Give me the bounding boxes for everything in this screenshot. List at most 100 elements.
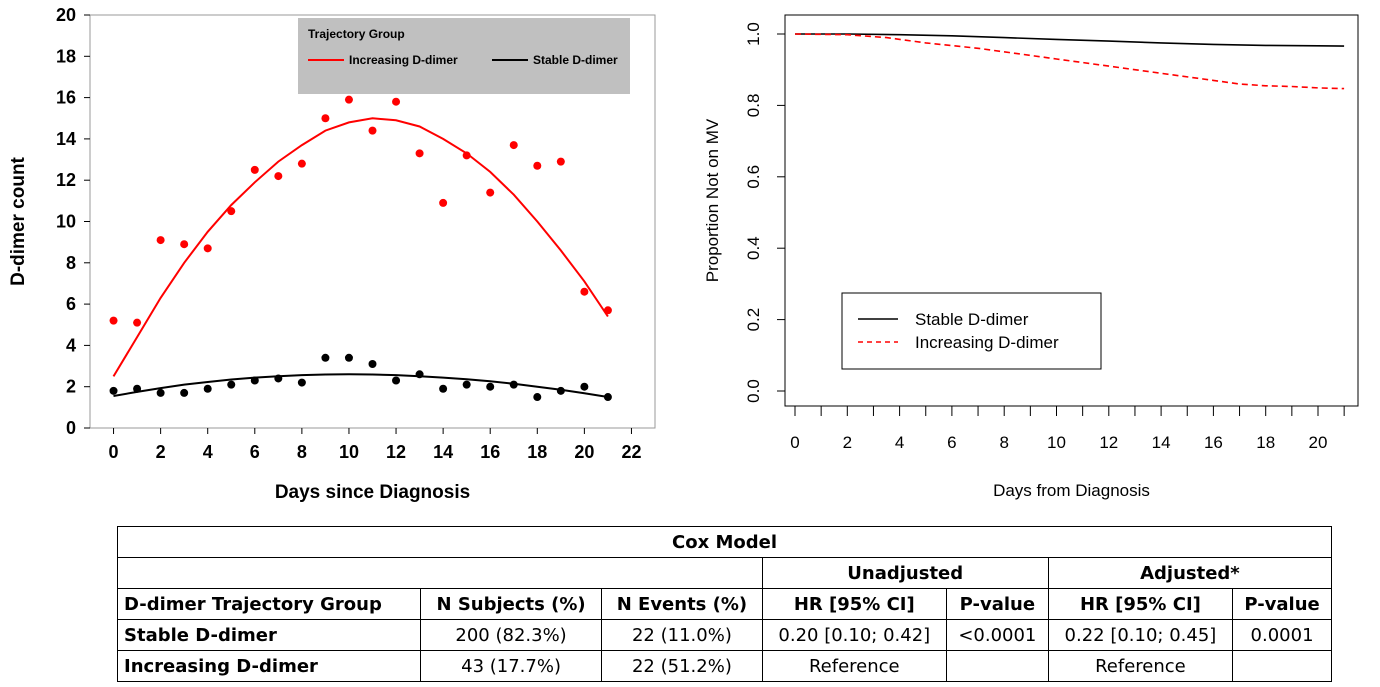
data-point [462,380,471,389]
table-cell: <0.0001 [945,619,1049,651]
table-cell: Reference [1047,650,1234,682]
table-header-cell: N Subjects (%) [419,588,603,620]
data-point [486,188,495,197]
ddimer-trajectory-chart: 0 2 4 6 8 10 12 14 16 18 20 22 0 2 4 6 8 10 12 14 16 18 20 Days… [8,5,656,503]
x-tick-label: 14 [433,442,453,462]
data-point [556,157,565,166]
data-point [580,382,589,391]
data-point [368,359,377,368]
table-header-cell: P-value [1232,588,1332,620]
table-cell [945,650,1049,682]
x-tick-label: 0 [109,442,119,462]
x-axis-label: Days since Diagnosis [275,482,470,503]
data-point [156,236,165,245]
table-cell: 0.22 [0.10; 0.45] [1047,619,1234,651]
data-point [227,207,236,216]
table-group-spacer [117,557,763,589]
x-tick-label: 8 [297,442,307,462]
y-tick-label: 12 [56,170,76,190]
x-tick-label: 10 [1047,433,1066,452]
data-point [415,149,424,158]
data-point [509,141,518,150]
data-point [556,386,565,395]
data-point [274,374,283,383]
data-point [227,380,236,389]
x-tick-label: 18 [1256,433,1275,452]
data-point [603,306,612,315]
table-header-row: D-dimer Trajectory Group N Subjects (%) … [117,588,1332,620]
data-point [603,393,612,402]
table-cell: 22 (11.0%) [601,619,763,651]
table-cell: 200 (82.3%) [419,619,603,651]
data-point [392,97,401,106]
table-header-cell: P-value [945,588,1049,620]
data-point [462,151,471,160]
table-header-cell: N Events (%) [601,588,763,620]
chart-legend: Trajectory Group Increasing D-dimer Stab… [298,18,630,94]
x-tick-label: 4 [203,442,213,462]
y-tick-label: 18 [56,46,76,66]
table-cell [1232,650,1332,682]
data-point [109,316,118,325]
mv-survival-chart: 0 2 4 6 8 10 12 14 16 18 20 0.0 0.2 0.4 0.6 0.8 1.0 Days … [703,14,1359,500]
data-point [509,380,518,389]
table-row: Increasing D-dimer 43 (17.7%) 22 (51.2%)… [117,650,1332,682]
data-point [392,376,401,385]
x-tick-label: 20 [574,442,594,462]
y-tick-label: 10 [56,212,76,232]
data-point [133,318,142,327]
data-point [180,240,189,249]
data-point [533,393,542,402]
y-tick-label: 6 [66,294,76,314]
x-tick-label: 20 [1309,433,1328,452]
legend-title: Trajectory Group [308,27,405,41]
table-cell: 0.0001 [1232,619,1332,651]
x-tick-label: 4 [895,433,904,452]
data-point [156,388,165,397]
x-tick-label: 12 [386,442,406,462]
data-point [344,353,353,362]
data-point [321,114,330,123]
y-tick-label: 0 [66,418,76,438]
x-tick-label: 16 [1204,433,1223,452]
y-tick-label: 0.6 [744,165,763,189]
y-tick-label: 1.0 [744,22,763,46]
data-point [109,386,118,395]
table-group-adjusted: Adjusted* [1047,557,1333,589]
x-tick-label: 16 [480,442,500,462]
fit-line-stable [113,373,609,398]
table-row: Stable D-dimer 200 (82.3%) 22 (11.0%) 0.… [117,619,1332,651]
y-tick-label: 20 [56,5,76,25]
table-cell: Reference [761,650,947,682]
y-axis-label: Proportion Not on MV [703,118,722,282]
data-point [580,287,589,296]
x-axis-label: Days from Diagnosis [993,481,1150,500]
x-tick-label: 10 [339,442,359,462]
data-point [250,376,259,385]
x-tick-label: 12 [1099,433,1118,452]
data-point [297,378,306,387]
data-point [297,159,306,168]
chart-legend: Stable D-dimer Increasing D-dimer [841,292,1102,370]
y-tick-label: 2 [66,377,76,397]
table-cell: 0.20 [0.10; 0.42] [761,619,947,651]
data-point [415,370,424,379]
data-point [486,382,495,391]
table-cell: 22 (51.2%) [601,650,763,682]
table-cell: Stable D-dimer [117,619,421,651]
data-point [368,126,377,135]
x-tick-label: 22 [621,442,641,462]
fit-line-increasing [112,117,609,377]
y-tick-label: 14 [56,129,76,149]
y-axis-label: D-dimer count [8,156,29,285]
survival-line-increasing [794,33,1345,90]
cox-model-table: Cox Model Unadjusted Adjusted* D-dimer T… [117,526,1333,682]
data-point [133,384,142,393]
x-tick-label: 6 [250,442,260,462]
y-tick-label: 0.0 [744,379,763,403]
x-tick-label: 8 [999,433,1008,452]
data-point [203,244,212,253]
y-tick-label: 8 [66,253,76,273]
x-tick-label: 2 [843,433,852,452]
data-point [344,95,353,104]
